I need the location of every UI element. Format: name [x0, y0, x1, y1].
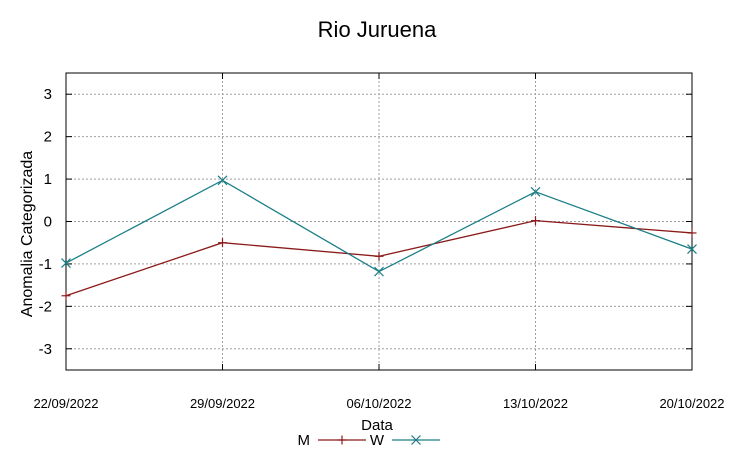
marker-stroke	[530, 186, 541, 197]
x-axis-label: Data	[361, 417, 393, 434]
data-point-m	[687, 228, 697, 238]
data-point-w	[217, 175, 228, 186]
y-tick-label: 0	[44, 214, 52, 231]
y-tick-label: 3	[44, 86, 52, 103]
data-point-m	[531, 216, 540, 226]
data-point-w	[374, 266, 384, 277]
x-tick-label: 29/09/2022	[190, 396, 255, 411]
marker-stroke	[61, 258, 71, 269]
data-point-w	[530, 186, 541, 197]
y-tick-label: -2	[39, 298, 52, 315]
marker-stroke	[217, 175, 228, 186]
grid	[66, 73, 692, 370]
legend-label-m: M	[298, 432, 311, 449]
y-tick-label: 2	[44, 129, 52, 146]
y-tick-label: -1	[39, 256, 52, 273]
marker-stroke	[374, 266, 384, 277]
legend-marker-m	[337, 435, 347, 445]
x-axis: 22/09/2022 29/09/2022 06/10/2022 13/10/2022…	[33, 73, 725, 411]
x-tick-label: 20/10/2022	[659, 396, 724, 411]
data-point-m	[374, 251, 384, 261]
y-tick-label: 1	[44, 171, 52, 188]
series-layer	[61, 175, 697, 301]
x-tick-label: 13/10/2022	[503, 396, 568, 411]
legend-marker-w	[411, 435, 421, 445]
x-tick-label: 06/10/2022	[346, 396, 411, 411]
legend-label-w: W	[370, 432, 385, 449]
y-axis: 3 2 1 0 -1 -2 -3	[39, 86, 692, 358]
data-point-m	[61, 291, 71, 301]
data-point-w	[61, 258, 71, 269]
x-tick-label: 22/09/2022	[33, 396, 98, 411]
data-point-w	[687, 244, 697, 255]
data-point-m	[218, 238, 227, 248]
y-tick-label: -3	[39, 341, 52, 358]
marker-stroke	[411, 435, 421, 445]
chart-title: Rio Juruena	[318, 17, 437, 42]
y-axis-label: Anomalia Categorizada	[19, 151, 36, 317]
marker-stroke	[687, 244, 697, 255]
